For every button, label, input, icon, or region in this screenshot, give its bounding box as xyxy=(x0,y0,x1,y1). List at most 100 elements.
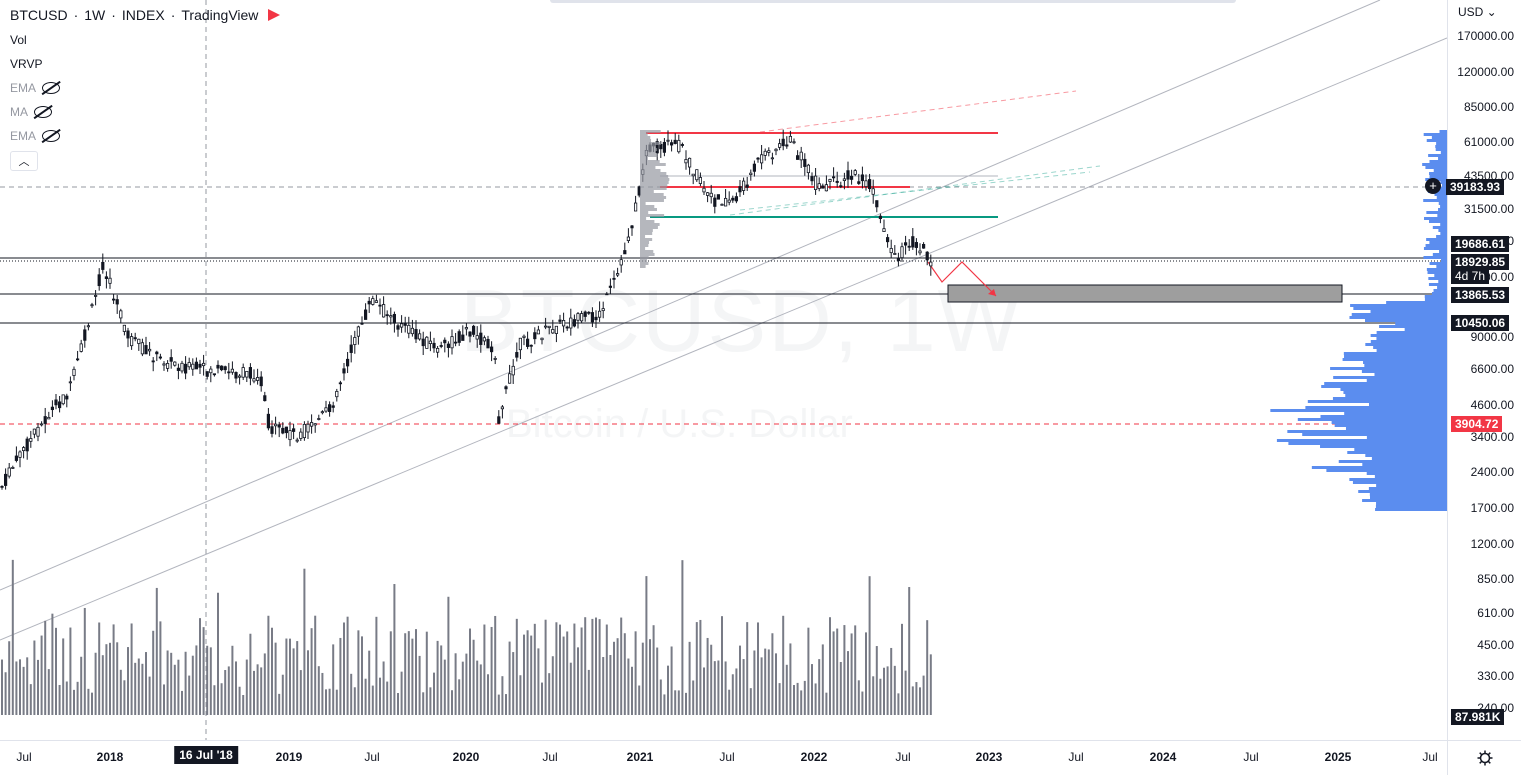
volume-bar xyxy=(404,633,407,715)
volume-bar xyxy=(825,692,828,715)
candle-body xyxy=(25,438,29,452)
bar-countdown: 4d 7h xyxy=(1451,268,1490,284)
drawing-toolbar-handle[interactable] xyxy=(550,0,1236,3)
volume-bar xyxy=(706,637,709,715)
currency-selector[interactable]: USD ⌄ xyxy=(1458,5,1497,19)
hidden-eye-icon[interactable] xyxy=(42,82,61,94)
channel-green-dashed-2 xyxy=(739,171,1091,211)
chevron-up-icon[interactable]: ︿ xyxy=(10,151,38,171)
indicator-vrvp[interactable]: VRVP xyxy=(10,57,43,71)
volume-bar xyxy=(112,624,115,715)
session-profile-bar xyxy=(640,238,653,241)
chart-pane[interactable]: BTCUSD, 1W Bitcoin / U.S. Dollar xyxy=(0,0,1447,740)
vrvp-bar xyxy=(1324,382,1447,385)
indicator-vol[interactable]: Vol xyxy=(10,33,27,47)
vrvp-bar xyxy=(1429,175,1447,178)
hidden-eye-icon[interactable] xyxy=(34,106,52,118)
vrvp-bar xyxy=(1376,331,1447,334)
indicator-ema-2[interactable]: EMA xyxy=(10,129,280,143)
flag-icon[interactable] xyxy=(268,9,281,21)
candle-body xyxy=(612,277,616,280)
candle-body xyxy=(511,365,515,376)
time-scale[interactable]: Jul 2018 16 Jul '18 2019 Jul 2020 Jul 2021 Jul 20… xyxy=(0,740,1447,775)
vrvp-bar xyxy=(1352,481,1447,484)
volume-bar xyxy=(616,638,619,715)
session-profile-bar xyxy=(640,253,655,256)
volume-bar xyxy=(152,630,155,715)
chart-legend: BTCUSD · 1W · INDEX · TradingView Vol VR… xyxy=(10,7,281,171)
candle-body xyxy=(662,141,667,153)
vrvp-bar xyxy=(1362,499,1447,502)
add-alert-icon[interactable]: + xyxy=(1425,178,1441,194)
volume-bar xyxy=(159,621,162,715)
volume-bar xyxy=(659,679,662,715)
volume-bar xyxy=(793,685,795,715)
volume-bar xyxy=(501,676,504,715)
vrvp-bar xyxy=(1338,460,1447,463)
candle-body xyxy=(493,358,497,360)
volume-bar xyxy=(173,664,176,715)
candle-body xyxy=(896,258,901,262)
candle-body xyxy=(698,177,703,184)
symbol-title[interactable]: BTCUSD · 1W · INDEX · TradingView xyxy=(10,7,281,23)
time-tick: Jul xyxy=(16,750,32,764)
session-profile-bar xyxy=(640,142,661,145)
volume-bar xyxy=(577,647,579,715)
volume-bar xyxy=(321,672,324,715)
candle-body xyxy=(176,367,180,371)
candle-body xyxy=(547,325,551,328)
candle-body xyxy=(345,358,350,367)
volume-bar xyxy=(87,688,90,715)
vrvp-bar xyxy=(1376,502,1447,505)
candle-body xyxy=(504,386,508,390)
session-profile-bar xyxy=(640,172,667,175)
vrvp-bar xyxy=(1428,283,1447,286)
candle-body xyxy=(317,418,321,420)
volume-bar xyxy=(508,641,511,715)
volume-bar xyxy=(458,679,461,715)
volume-bar xyxy=(361,636,363,715)
session-profile-bar xyxy=(640,235,646,238)
volume-bar xyxy=(8,641,11,715)
indicator-ma[interactable]: MA xyxy=(10,105,280,119)
volume-bar xyxy=(652,625,655,715)
vrvp-bar xyxy=(1333,376,1447,379)
time-tick: Jul xyxy=(1068,750,1084,764)
candle-body xyxy=(900,246,904,259)
settings-gear-icon[interactable] xyxy=(1447,740,1521,775)
vrvp-bar xyxy=(1432,226,1447,229)
price-label-level: 13865.53 xyxy=(1451,287,1510,303)
vrvp-bar xyxy=(1429,241,1447,244)
candle-body xyxy=(745,184,749,188)
candle-body xyxy=(360,322,364,325)
symbol-name[interactable]: BTCUSD xyxy=(10,7,68,23)
volume-bar xyxy=(386,681,389,715)
price-chart[interactable] xyxy=(0,0,1447,740)
candle-body xyxy=(58,401,62,409)
volume-bar xyxy=(231,645,234,715)
candle-body xyxy=(108,277,112,284)
price-tick: 330.00 xyxy=(1477,669,1514,683)
indicator-ema-1[interactable]: EMA xyxy=(10,81,280,95)
volume-bar xyxy=(631,666,633,715)
volume-bar xyxy=(767,649,770,715)
candle-body xyxy=(691,173,695,177)
session-profile-bar xyxy=(640,193,664,196)
volume-bar xyxy=(101,655,104,715)
volume-bar xyxy=(609,655,612,715)
candle-body xyxy=(90,304,94,307)
vrvp-bar xyxy=(1440,259,1447,262)
price-scale[interactable]: USD ⌄ 170000.00 120000.00 85000.00 61000.00… xyxy=(1446,0,1521,740)
volume-bar xyxy=(883,667,885,715)
session-profile-bar xyxy=(640,139,652,142)
session-profile-bar xyxy=(640,217,647,220)
session-profile-bar xyxy=(640,133,648,136)
candle-body xyxy=(403,322,407,326)
hidden-eye-icon[interactable] xyxy=(42,130,61,142)
interval-label[interactable]: 1W xyxy=(84,7,106,23)
price-tick: 610.00 xyxy=(1477,606,1514,620)
volume-bar xyxy=(220,683,223,715)
candle-body xyxy=(623,250,627,255)
candle-body xyxy=(147,348,152,352)
candle-body xyxy=(788,135,793,143)
